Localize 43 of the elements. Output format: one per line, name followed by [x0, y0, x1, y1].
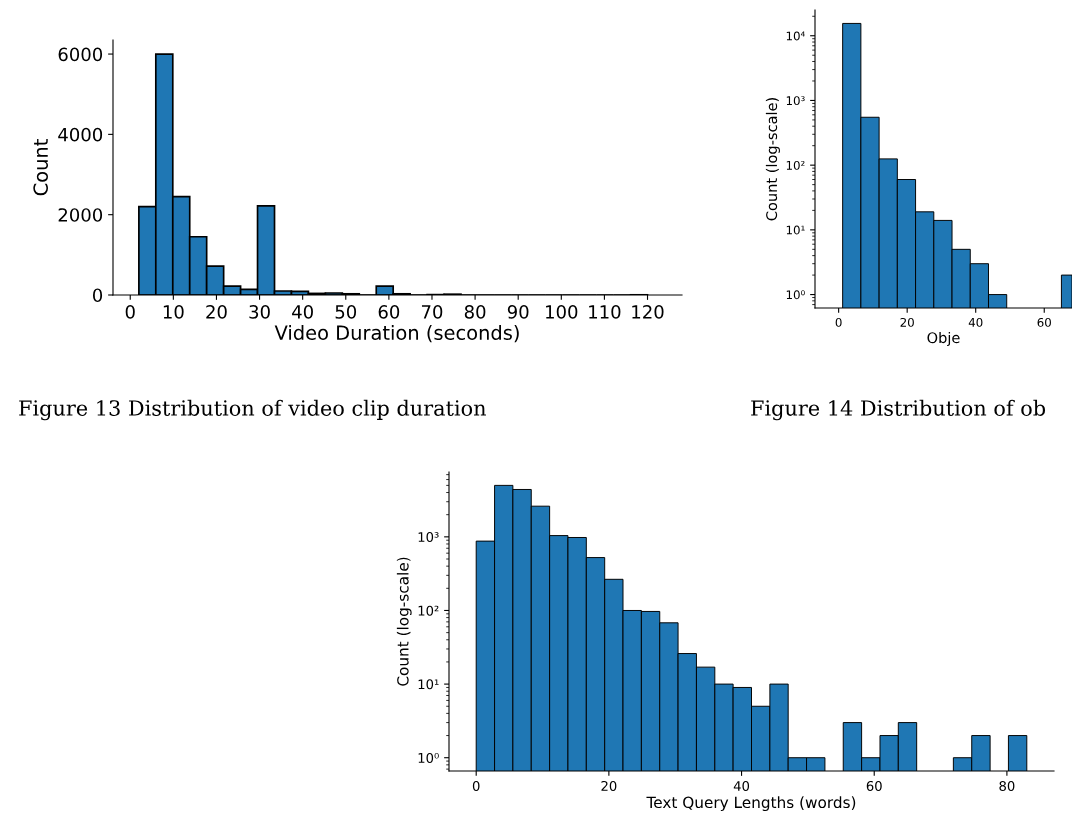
y-tick-label: 2000: [58, 208, 103, 222]
x-tick-label: 100: [546, 305, 578, 319]
y-axis-title: Count (log-scale): [396, 557, 412, 686]
x-tick-label: 60: [1037, 317, 1051, 327]
x-tick-label: 60: [378, 305, 400, 319]
y-axis-title: Count (log-scale): [765, 98, 780, 221]
x-tick-label: 80: [999, 780, 1015, 791]
x-tick-label: 110: [589, 305, 621, 319]
x-tick-label: 60: [866, 780, 882, 791]
x-tick-label: 120: [632, 305, 664, 319]
x-tick-label: 0: [835, 317, 842, 327]
x-tick-label: 50: [335, 305, 357, 319]
caption: Figure 14 Distribution of ob: [751, 399, 1046, 421]
y-tick-label: 10⁴: [786, 31, 805, 41]
x-tick-label: 40: [968, 317, 983, 327]
y-tick-label: 10⁰: [418, 752, 439, 763]
y-tick-label: 10³: [786, 96, 805, 106]
x-tick-label: 40: [292, 305, 313, 319]
y-tick-label: 10¹: [786, 225, 805, 235]
x-tick-label: 0: [472, 780, 480, 791]
y-tick-label: 10²: [786, 160, 805, 170]
x-tick-label: 40: [733, 780, 750, 791]
x-tick-label: 30: [249, 305, 270, 319]
x-tick-label: 20: [601, 780, 617, 791]
x-axis-title: Obje: [927, 331, 960, 347]
y-tick-label: 10³: [418, 532, 439, 543]
y-tick-label: 6000: [58, 47, 103, 62]
x-tick-label: 20: [900, 317, 914, 327]
y-tick-label: 0: [92, 288, 103, 303]
x-tick-label: 20: [206, 305, 227, 319]
x-axis-title: Video Duration (seconds): [274, 324, 519, 343]
y-tick-label: 10²: [418, 605, 439, 616]
x-tick-label: 0: [125, 305, 135, 319]
x-tick-label: 90: [507, 305, 529, 319]
x-tick-label: 70: [421, 305, 443, 319]
x-axis-title: Text Query Lengths (words): [646, 796, 856, 812]
x-tick-label: 80: [464, 305, 486, 319]
y-axis-title: Count: [33, 139, 48, 196]
y-tick-label: 4000: [58, 127, 103, 142]
x-tick-label: 10: [163, 305, 184, 319]
y-tick-label: 10¹: [418, 679, 439, 690]
y-tick-label: 10⁰: [786, 290, 805, 300]
caption: Figure 13 Distribution of video clip duration: [19, 399, 486, 421]
